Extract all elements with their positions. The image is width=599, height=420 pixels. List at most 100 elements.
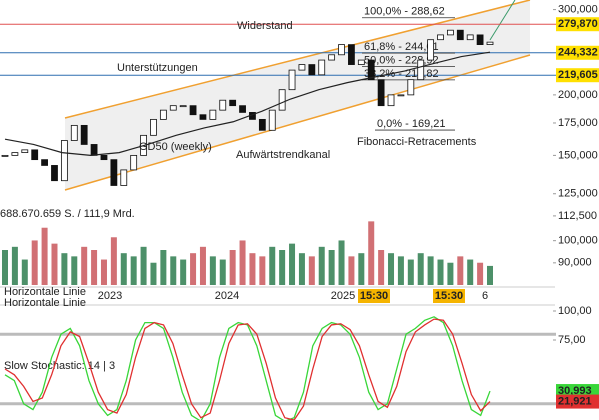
candle bbox=[199, 114, 207, 120]
candle bbox=[90, 144, 98, 156]
candle bbox=[159, 109, 167, 120]
candle bbox=[357, 59, 365, 65]
volume-bar bbox=[81, 246, 88, 285]
volume-bar bbox=[467, 259, 474, 285]
value-label: 21,921 bbox=[558, 395, 592, 407]
time-label: 15:30 bbox=[360, 290, 388, 302]
stoch-title: Slow Stochastic: 14 | 3 bbox=[4, 360, 115, 372]
candle bbox=[169, 105, 177, 111]
volume-bar bbox=[120, 253, 127, 285]
candle bbox=[100, 154, 108, 161]
volume-bar bbox=[279, 250, 286, 285]
volume-bar bbox=[199, 246, 206, 285]
candle bbox=[377, 79, 385, 107]
candle bbox=[397, 94, 405, 97]
price-label-bg bbox=[556, 68, 599, 83]
candle bbox=[387, 94, 395, 107]
candle bbox=[1, 154, 9, 157]
candle bbox=[447, 29, 454, 36]
candle bbox=[268, 109, 276, 131]
volume-bar bbox=[219, 259, 226, 285]
fib-label: 61,8% - 244,01 bbox=[364, 41, 439, 53]
volume-bar bbox=[407, 259, 414, 285]
volume-bar bbox=[160, 250, 167, 285]
price-label: 219,605 bbox=[558, 69, 598, 81]
candle bbox=[298, 64, 306, 71]
candle bbox=[278, 89, 286, 111]
candle bbox=[258, 118, 266, 131]
candle bbox=[110, 159, 118, 186]
candle bbox=[70, 124, 78, 141]
volume-bar bbox=[249, 253, 256, 285]
candle bbox=[31, 149, 39, 161]
volume-bar bbox=[239, 240, 246, 285]
candle bbox=[427, 39, 435, 61]
fib-label: 100,0% - 288,62 bbox=[364, 6, 445, 18]
candle bbox=[150, 118, 157, 136]
volume-bar bbox=[229, 250, 236, 285]
legend-entry: Horizontale Linie bbox=[4, 297, 86, 309]
y-tick-label: 200,000 bbox=[558, 89, 598, 101]
volume-bar bbox=[259, 256, 266, 285]
volume-bar bbox=[289, 243, 296, 285]
annotation: Widerstand bbox=[237, 20, 293, 32]
y-tick-label: 100,000 bbox=[558, 235, 598, 247]
time-label: 2025 bbox=[331, 290, 355, 302]
candle bbox=[239, 105, 246, 113]
time-label: 2024 bbox=[215, 290, 239, 302]
candle bbox=[348, 44, 355, 65]
volume-bar bbox=[388, 253, 395, 285]
volume-bar bbox=[308, 256, 315, 285]
volume-bar bbox=[2, 250, 8, 285]
price-label-bg bbox=[556, 45, 599, 60]
price-label: 244,332 bbox=[558, 47, 598, 59]
volume-bar bbox=[447, 262, 454, 285]
fib-label: 50,0% - 228,92 bbox=[364, 54, 439, 66]
volume-bar bbox=[298, 253, 305, 285]
candle bbox=[476, 34, 484, 46]
volume-bar bbox=[61, 253, 68, 285]
annotation: Aufwärtstrendkanal bbox=[236, 149, 330, 161]
candle bbox=[80, 124, 88, 145]
fib-label: 38,2% - 214,82 bbox=[364, 68, 439, 80]
volume-bar bbox=[140, 246, 147, 285]
volume-bar bbox=[11, 246, 18, 285]
volume-bar bbox=[180, 259, 187, 285]
volume-bar bbox=[71, 256, 78, 285]
value-label-bg bbox=[556, 384, 599, 399]
gd50-line bbox=[4, 51, 491, 156]
candle bbox=[328, 54, 336, 61]
candle bbox=[407, 79, 415, 96]
volume-bar bbox=[130, 256, 137, 285]
candle bbox=[219, 99, 227, 111]
volume-info: 688.670.659 S. / 111,9 Mrd. bbox=[0, 208, 135, 220]
volume-bar bbox=[427, 256, 434, 285]
volume-bar bbox=[91, 250, 98, 285]
candle bbox=[51, 165, 58, 182]
volume-bar bbox=[110, 237, 117, 285]
candle bbox=[308, 64, 316, 76]
candle bbox=[229, 99, 237, 107]
volume-bar bbox=[100, 259, 107, 285]
time-box bbox=[358, 289, 390, 303]
volume-bar bbox=[41, 227, 48, 285]
volume-bar bbox=[269, 246, 276, 285]
time-label: 15:30 bbox=[435, 290, 463, 302]
candle bbox=[288, 69, 296, 91]
candle bbox=[417, 59, 425, 81]
volume-bar bbox=[318, 246, 325, 285]
y-tick-label: 75,00 bbox=[558, 334, 586, 346]
volume-bar bbox=[170, 256, 177, 285]
y-tick-label: 150,000 bbox=[558, 149, 598, 161]
volume-bar bbox=[150, 262, 157, 285]
candle bbox=[367, 59, 375, 81]
candle bbox=[466, 34, 474, 41]
volume-bar bbox=[21, 259, 28, 285]
candle bbox=[11, 152, 19, 156]
volume-bar bbox=[477, 262, 484, 285]
candle bbox=[318, 59, 326, 76]
stoch-line bbox=[4, 318, 491, 420]
volume-bar bbox=[397, 256, 404, 285]
annotation: GD50 (weekly) bbox=[139, 141, 212, 153]
